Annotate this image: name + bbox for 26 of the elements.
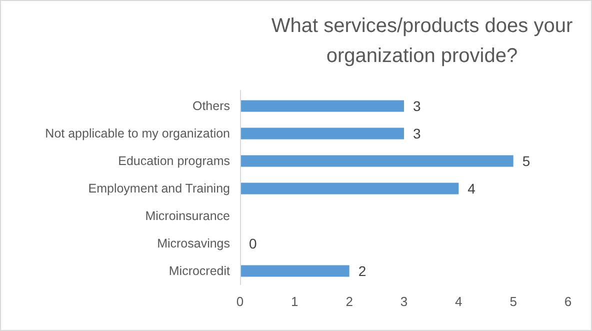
y-tick-label: Employment and Training: [88, 182, 230, 196]
x-tick-label: 1: [291, 294, 298, 310]
data-label: 4: [468, 180, 476, 196]
bar: [240, 100, 404, 112]
y-tick-label: Others: [192, 99, 230, 114]
x-tick-label: 6: [564, 294, 572, 310]
data-label: 5: [522, 152, 530, 169]
y-tick-label: Education programs: [118, 154, 230, 168]
x-tick-label: 0: [236, 294, 244, 310]
bar: [240, 155, 514, 167]
bar: [240, 182, 459, 194]
x-tick-label: 2: [346, 294, 353, 310]
x-tick-label: 4: [455, 294, 462, 310]
data-label: 3: [413, 125, 421, 142]
bar: [240, 265, 350, 277]
bar: [240, 128, 404, 140]
y-tick-label: Microsavings: [157, 236, 230, 250]
data-label: 0: [249, 235, 257, 252]
y-tick-label: Microcredit: [168, 264, 231, 278]
data-label: 3: [413, 98, 421, 114]
y-tick-label: Microinsurance: [145, 208, 230, 223]
y-tick-label: Not applicable to my organization: [45, 126, 230, 141]
chart-title: What services/products does your organization provide?: [271, 15, 573, 67]
x-tick-label: 3: [400, 294, 408, 310]
x-tick-label: 5: [510, 294, 517, 310]
data-label: 2: [358, 262, 366, 279]
